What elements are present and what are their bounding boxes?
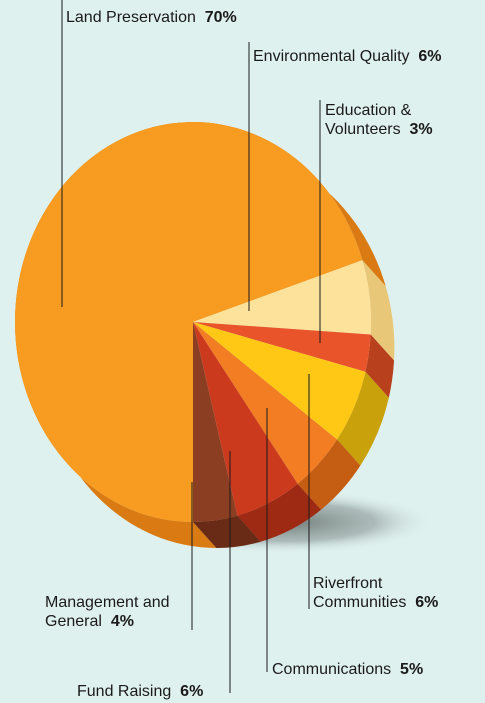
pie-slice-fund-raising [193,322,298,516]
label-fund-name: Fund Raising [77,683,172,700]
pie-slice-environmental-quality [193,260,371,335]
label-edu-line2: Volunteers [325,121,401,138]
pie-side-management-and-general [193,515,261,548]
label-env-name: Environmental Quality [253,48,410,65]
label-river-line2: Communities [313,594,407,611]
pie-depth [15,121,395,549]
label-edu-line1: Education & [325,102,412,119]
pie-slice-education-volunteers [193,322,371,372]
pie-side-education-volunteers [365,334,395,398]
label-education-volunteers: Education & Volunteers 3% [325,101,433,139]
pie-slice-riverfront-communities [193,322,366,440]
pie-side-environmental-quality [362,260,395,361]
label-land-name: Land Preservation [66,9,196,26]
pie-slice-communications [193,322,338,484]
label-management-general: Management and General 4% [45,593,170,631]
leader-lines [61,0,321,693]
pie-side-communications [297,439,361,510]
label-environmental-quality: Environmental Quality 6% [253,47,442,66]
pie-side-fund-raising [237,483,322,542]
pie-slice-management-and-general [193,322,238,522]
label-fund-pct: 6% [180,683,204,700]
label-land-pct: 70% [204,9,237,26]
pie-side-riverfront-communities [337,371,389,466]
label-river-pct: 6% [415,594,439,611]
pie-slices [15,121,371,523]
label-edu-pct: 3% [409,121,433,138]
label-riverfront-communities: Riverfront Communities 6% [313,574,438,612]
label-comm-name: Communications [272,661,392,678]
label-comm-pct: 5% [400,661,424,678]
pie-slice-land-preservation [15,121,363,523]
label-river-line1: Riverfront [313,575,383,592]
label-fund-raising: Fund Raising 6% [77,682,203,701]
label-communications: Communications 5% [272,660,423,679]
label-mgmt-line2: General [45,613,102,630]
label-mgmt-line1: Management and [45,594,170,611]
label-mgmt-pct: 4% [110,613,134,630]
label-env-pct: 6% [418,48,442,65]
label-land-preservation: Land Preservation 70% [66,8,237,27]
